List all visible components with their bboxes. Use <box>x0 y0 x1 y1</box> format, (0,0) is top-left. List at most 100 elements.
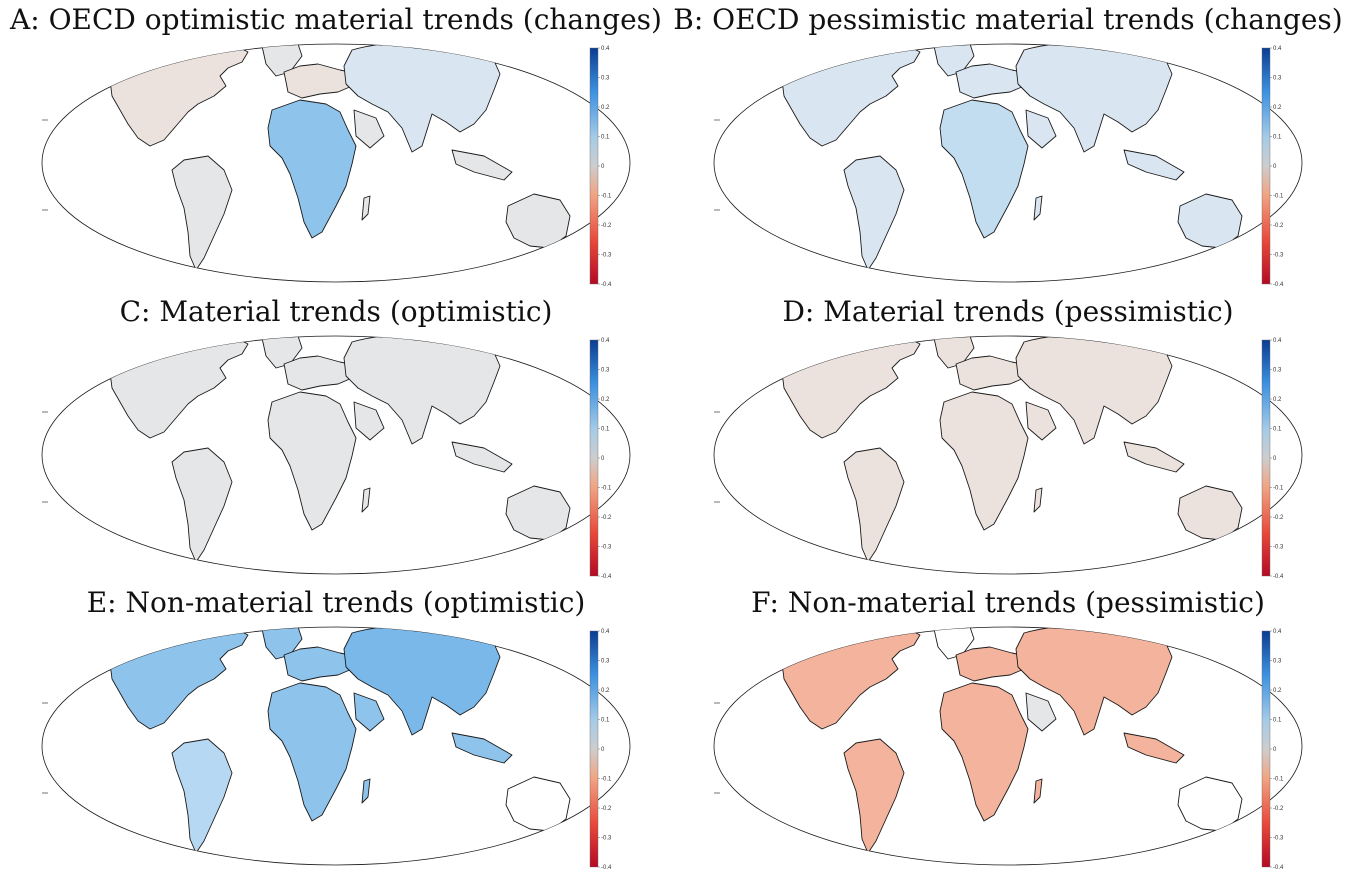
colorbar-tick-label: -0.1 <box>1273 777 1284 783</box>
colorbar-tick-label: -0.2 <box>601 515 612 521</box>
colorbar-tick-label: 0.3 <box>601 368 610 374</box>
land-layer <box>109 336 571 563</box>
colorbar-tick-label: 0.4 <box>601 338 610 344</box>
landmass-asia <box>1015 627 1173 736</box>
colorbar-tick-label: 0.1 <box>601 135 610 141</box>
colorbar-tick-label: 0 <box>1273 164 1277 170</box>
landmass-africa <box>939 99 1029 239</box>
colorbar-tick-label: 0.1 <box>1273 718 1282 724</box>
colorbar-tick-label: -0.1 <box>1273 194 1284 200</box>
colorbar-tick-label: 0.2 <box>1273 688 1282 694</box>
colorbar-tick-label: 0.2 <box>1273 397 1282 403</box>
landmass-south-america <box>171 738 233 854</box>
panel-title: B: OECD pessimistic material trends (cha… <box>673 3 1343 36</box>
land-layer <box>781 627 1243 854</box>
colorbar-tick-label: -0.3 <box>1273 836 1284 842</box>
landmass-south-america <box>171 447 233 563</box>
landmass-indonesia <box>451 149 513 181</box>
landmass-indonesia <box>451 732 513 764</box>
colorbar-tick-label: 0.4 <box>601 46 610 52</box>
landmass-south-america <box>843 447 905 563</box>
colorbar-tick-label: 0.2 <box>601 105 610 111</box>
colorbar-tick-label: 0.4 <box>1273 338 1282 344</box>
colorbar-tick-label: -0.4 <box>1273 574 1284 580</box>
colorbar-tick-label: 0.3 <box>601 76 610 82</box>
landmass-arabia <box>353 692 385 732</box>
landmass-madagascar <box>361 487 371 513</box>
landmass-madagascar <box>1033 195 1043 221</box>
panel-b: B: OECD pessimistic material trends (cha… <box>672 0 1344 291</box>
colorbar <box>589 630 599 868</box>
colorbar <box>589 47 599 285</box>
colorbar-tick-label: -0.1 <box>601 777 612 783</box>
landmass-africa <box>939 682 1029 822</box>
colorbar-tick-label: -0.4 <box>601 574 612 580</box>
colorbar-tick-label: -0.1 <box>601 486 612 492</box>
panel-e: E: Non-material trends (optimistic) 0.4 0… <box>0 583 672 874</box>
landmass-arabia <box>1025 692 1057 732</box>
colorbar-tick-label: 0.2 <box>1273 105 1282 111</box>
colorbar-tick-label: 0.3 <box>1273 659 1282 665</box>
colorbar-tick-label: -0.4 <box>1273 282 1284 288</box>
landmass-madagascar <box>361 778 371 804</box>
colorbar <box>1261 630 1271 868</box>
landmass-indonesia <box>1123 441 1185 473</box>
colorbar <box>589 339 599 577</box>
colorbar-tick-label: 0 <box>1273 747 1277 753</box>
colorbar-tick-label: -0.3 <box>1273 545 1284 551</box>
colorbar-tick-label: 0.4 <box>1273 46 1282 52</box>
colorbar-tick-label: -0.2 <box>1273 806 1284 812</box>
colorbar-tick-label: -0.2 <box>601 806 612 812</box>
landmass-arabia <box>353 109 385 149</box>
colorbar-tick-label: 0.4 <box>601 629 610 635</box>
landmass-indonesia <box>1123 732 1185 764</box>
colorbar-tick-label: 0.1 <box>1273 135 1282 141</box>
world-map: 0.4 0.3 0.2 0.1 0 -0.1 -0.2 -0.3 -0.4 <box>713 335 1303 580</box>
colorbar-tick-label: -0.1 <box>601 194 612 200</box>
landmass-asia <box>1015 336 1173 445</box>
colorbar-tick-label: 0 <box>601 164 605 170</box>
panel-title: D: Material trends (pessimistic) <box>782 295 1234 328</box>
landmass-africa <box>267 99 357 239</box>
landmass-asia <box>343 44 501 153</box>
colorbar-tick-label: 0 <box>1273 456 1277 462</box>
landmass-madagascar <box>1033 487 1043 513</box>
landmass-indonesia <box>1123 149 1185 181</box>
colorbar-tick-label: 0.3 <box>601 659 610 665</box>
colorbar-tick-label: -0.4 <box>601 865 612 871</box>
world-map: 0.4 0.3 0.2 0.1 0 -0.1 -0.2 -0.3 -0.4 <box>713 43 1303 288</box>
landmass-arabia <box>1025 401 1057 441</box>
colorbar-tick-label: -0.3 <box>601 253 612 259</box>
landmass-asia <box>1015 44 1173 153</box>
landmass-asia <box>343 627 501 736</box>
colorbar-tick-label: -0.4 <box>1273 865 1284 871</box>
landmass-africa <box>939 391 1029 531</box>
colorbar-tick-label: 0.2 <box>601 397 610 403</box>
colorbar-tick-label: -0.3 <box>1273 253 1284 259</box>
colorbar-tick-label: 0.1 <box>601 718 610 724</box>
landmass-arabia <box>353 401 385 441</box>
panel-d: D: Material trends (pessimistic) 0.4 0.3 0… <box>672 292 1344 583</box>
panel-f: F: Non-material trends (pessimistic) 0.4… <box>672 583 1344 874</box>
colorbar-tick-label: 0.3 <box>1273 368 1282 374</box>
world-map: 0.4 0.3 0.2 0.1 0 -0.1 -0.2 -0.3 -0.4 <box>41 626 631 871</box>
colorbar-tick-label: -0.2 <box>601 223 612 229</box>
colorbar-tick-label: 0.3 <box>1273 76 1282 82</box>
colorbar-tick-label: 0.1 <box>601 427 610 433</box>
panel-title: E: Non-material trends (optimistic) <box>86 586 586 619</box>
landmass-south-america <box>843 155 905 271</box>
panel-title: F: Non-material trends (pessimistic) <box>751 586 1265 619</box>
colorbar-tick-label: 0 <box>601 456 605 462</box>
colorbar-tick-label: -0.2 <box>1273 223 1284 229</box>
world-map: 0.4 0.3 0.2 0.1 0 -0.1 -0.2 -0.3 -0.4 <box>41 43 631 288</box>
colorbar-tick-label: -0.1 <box>1273 486 1284 492</box>
land-layer <box>109 44 571 271</box>
colorbar <box>1261 339 1271 577</box>
colorbar <box>1261 47 1271 285</box>
landmass-south-america <box>171 155 233 271</box>
colorbar-tick-label: 0 <box>601 747 605 753</box>
land-layer <box>781 336 1243 563</box>
colorbar-tick-label: 0.4 <box>1273 629 1282 635</box>
landmass-africa <box>267 682 357 822</box>
world-map: 0.4 0.3 0.2 0.1 0 -0.1 -0.2 -0.3 -0.4 <box>713 626 1303 871</box>
